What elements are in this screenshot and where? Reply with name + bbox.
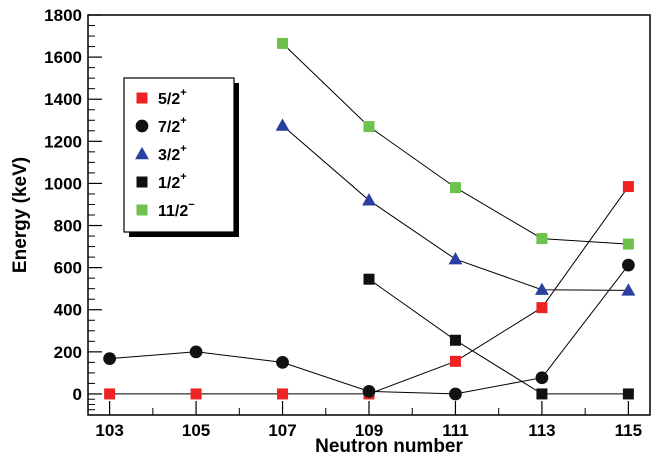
series-line <box>368 278 629 395</box>
series-2 <box>103 258 635 401</box>
x-tick-label: 109 <box>355 421 383 440</box>
data-point <box>277 37 289 49</box>
legend-parity: + <box>180 171 186 183</box>
data-point <box>621 283 636 296</box>
x-tick-label: 115 <box>615 421 642 440</box>
data-point <box>363 273 375 285</box>
legend-marker <box>135 119 149 133</box>
data-point <box>622 181 634 193</box>
y-tick-label: 1200 <box>44 132 82 151</box>
data-point <box>622 388 634 400</box>
y-tick-label: 1400 <box>44 90 82 109</box>
data-point <box>536 233 548 245</box>
data-point <box>449 355 461 367</box>
data-point <box>536 302 548 314</box>
data-point <box>536 388 548 400</box>
data-point <box>190 388 202 400</box>
data-point <box>622 238 634 250</box>
data-point <box>448 252 463 265</box>
series-4 <box>363 273 634 400</box>
data-point <box>104 388 116 400</box>
x-axis-title: Neutron number <box>315 436 463 457</box>
axes: 0 200 400 600 800 1000 1200 1400 1600 1800 103 105 1… <box>44 6 642 440</box>
data-point <box>362 193 376 206</box>
y-tick-label: 1600 <box>44 48 82 67</box>
legend-entry: 11/2− <box>158 199 195 220</box>
data-point <box>449 334 461 346</box>
data-point <box>449 387 462 401</box>
data-point <box>363 121 375 133</box>
x-tick-label: 113 <box>528 421 555 440</box>
data-point <box>449 182 461 194</box>
legend-parity: + <box>180 115 186 127</box>
legend-parity: − <box>188 199 194 211</box>
data-point <box>362 385 376 398</box>
series-layer <box>103 37 636 401</box>
legend-entry: 7/2+ <box>158 115 187 136</box>
y-tick-label: 800 <box>54 217 82 236</box>
data-point <box>277 388 289 400</box>
legend-parity: + <box>180 143 186 155</box>
legend: 5/2+ 7/2+ 3/2+ 1/2+ 11/2− <box>123 77 239 237</box>
legend-entry: 1/2+ <box>158 171 187 192</box>
y-tick-label: 200 <box>54 343 82 362</box>
x-tick-label: 107 <box>268 421 296 440</box>
x-tick-label: 105 <box>182 421 210 440</box>
y-tick-label: 1000 <box>44 174 82 193</box>
data-point <box>189 345 203 359</box>
y-tick-label: 1800 <box>44 6 82 25</box>
data-point <box>534 282 549 295</box>
data-point <box>535 371 549 385</box>
legend-entry: 5/2+ <box>158 87 187 108</box>
legend-marker <box>136 204 148 216</box>
legend-entry: 3/2+ <box>158 143 187 164</box>
series-5 <box>277 37 634 250</box>
legend-marker <box>135 146 149 160</box>
legend-parity: + <box>180 87 186 99</box>
data-point <box>276 355 289 369</box>
y-tick-label: 0 <box>73 385 82 404</box>
legend-marker <box>136 176 148 188</box>
data-point <box>622 258 635 272</box>
data-point <box>275 118 290 131</box>
y-tick-label: 600 <box>54 259 82 278</box>
series-3 <box>275 118 636 296</box>
y-axis-title: Energy (keV) <box>10 157 31 273</box>
legend-marker <box>136 92 148 104</box>
y-tick-label: 400 <box>54 301 82 320</box>
data-point <box>103 352 116 365</box>
x-tick-label: 103 <box>95 421 123 440</box>
x-tick-label: 111 <box>442 421 469 440</box>
